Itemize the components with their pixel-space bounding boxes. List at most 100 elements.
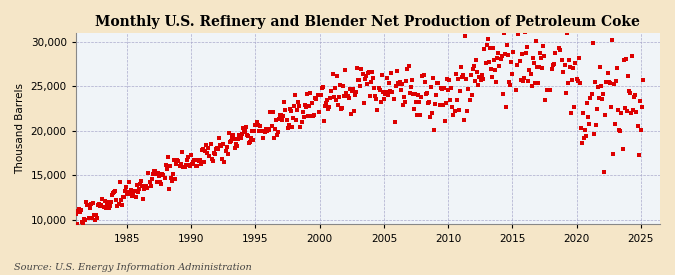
Point [597,97,608,101]
Point [344,86,355,91]
Point [271,133,282,137]
Point [500,52,510,56]
Point [282,126,293,130]
Point [174,164,185,168]
Point [353,78,364,82]
Point [382,76,393,80]
Point [377,90,388,95]
Point [423,101,433,105]
Point [509,28,520,32]
Point [426,85,437,89]
Point [584,122,595,126]
Point [90,213,101,218]
Point [159,176,170,180]
Point [366,80,377,84]
Point [247,129,258,133]
Point [560,62,570,67]
Point [85,202,96,207]
Point [157,172,168,177]
Point [319,119,329,123]
Point [500,105,511,109]
Point [130,195,141,199]
Point [583,115,594,120]
Point [491,79,502,84]
Point [404,91,415,95]
Point [399,95,410,100]
Point [207,156,217,161]
Point [549,51,560,55]
Point [450,72,461,76]
Point [231,142,242,147]
Point [456,65,466,69]
Point [478,76,489,81]
Point [428,76,439,80]
Point [390,84,401,88]
Point [441,100,452,105]
Point [341,91,352,95]
Point [230,146,240,150]
Point [205,142,216,146]
Point [154,174,165,178]
Point [202,151,213,156]
Point [572,78,583,83]
Point [596,84,607,89]
Point [624,89,634,94]
Point [275,112,286,117]
Point [268,136,279,141]
Point [196,148,207,152]
Point [75,210,86,214]
Point [412,113,423,117]
Point [209,151,219,156]
Point [589,80,600,84]
Y-axis label: Thousand Barrels: Thousand Barrels [15,83,25,174]
Point [151,171,161,176]
Point [603,79,614,84]
Point [415,113,426,117]
Point [317,85,328,90]
Point [485,67,496,71]
Point [213,147,223,152]
Point [218,142,229,146]
Point [211,147,221,151]
Point [196,161,207,166]
Point [447,105,458,109]
Point [134,182,145,186]
Point [600,113,611,117]
Point [128,190,139,195]
Point [194,158,205,162]
Point [507,72,518,76]
Point [495,57,506,61]
Point [156,182,167,186]
Point [88,213,99,217]
Point [437,102,448,107]
Point [627,54,638,58]
Point [508,50,519,55]
Point [296,120,307,124]
Point [511,62,522,67]
Point [88,201,99,206]
Point [547,67,558,71]
Point [608,152,618,157]
Point [496,54,507,59]
Point [462,109,472,114]
Point [163,186,174,191]
Point [564,58,574,62]
Point [580,128,591,132]
Point [260,129,271,134]
Point [514,59,525,64]
Point [222,152,233,156]
Point [490,67,501,72]
Point [227,135,238,139]
Point [601,80,612,84]
Point [373,86,384,90]
Point [465,72,476,77]
Point [389,120,400,125]
Point [234,133,245,138]
Point [367,70,377,75]
Point [311,97,322,101]
Point [477,73,488,77]
Point [448,112,459,117]
Point [163,155,173,159]
Point [249,129,260,134]
Point [215,143,225,148]
